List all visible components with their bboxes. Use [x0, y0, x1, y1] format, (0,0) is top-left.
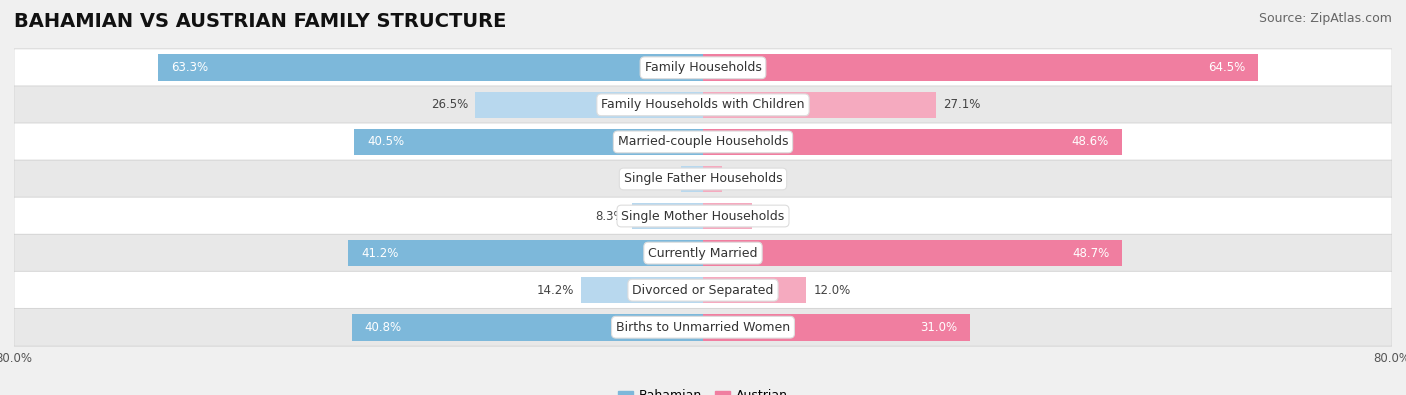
- Bar: [703, 277, 807, 303]
- Text: 40.5%: 40.5%: [367, 135, 405, 149]
- Text: 27.1%: 27.1%: [943, 98, 980, 111]
- Bar: [682, 166, 703, 192]
- FancyBboxPatch shape: [14, 271, 1392, 309]
- FancyBboxPatch shape: [14, 308, 1392, 346]
- Text: 5.7%: 5.7%: [759, 209, 789, 222]
- Text: 26.5%: 26.5%: [430, 98, 468, 111]
- Text: BAHAMIAN VS AUSTRIAN FAMILY STRUCTURE: BAHAMIAN VS AUSTRIAN FAMILY STRUCTURE: [14, 12, 506, 31]
- Text: 12.0%: 12.0%: [813, 284, 851, 297]
- Text: Births to Unmarried Women: Births to Unmarried Women: [616, 321, 790, 334]
- Bar: [157, 55, 703, 81]
- Bar: [352, 314, 703, 340]
- Text: Source: ZipAtlas.com: Source: ZipAtlas.com: [1258, 12, 1392, 25]
- Text: Currently Married: Currently Married: [648, 246, 758, 260]
- Text: Single Mother Households: Single Mother Households: [621, 209, 785, 222]
- Bar: [631, 203, 703, 229]
- Text: 14.2%: 14.2%: [537, 284, 574, 297]
- Text: 31.0%: 31.0%: [920, 321, 957, 334]
- Legend: Bahamian, Austrian: Bahamian, Austrian: [613, 384, 793, 395]
- FancyBboxPatch shape: [14, 49, 1392, 87]
- Text: Family Households: Family Households: [644, 61, 762, 74]
- Bar: [354, 128, 703, 155]
- Text: Married-couple Households: Married-couple Households: [617, 135, 789, 149]
- Text: 41.2%: 41.2%: [361, 246, 398, 260]
- Text: 48.7%: 48.7%: [1073, 246, 1109, 260]
- Bar: [581, 277, 703, 303]
- Text: 8.3%: 8.3%: [595, 209, 624, 222]
- FancyBboxPatch shape: [14, 234, 1392, 272]
- Bar: [703, 92, 936, 118]
- Bar: [703, 166, 721, 192]
- Text: 64.5%: 64.5%: [1208, 61, 1246, 74]
- Text: 63.3%: 63.3%: [170, 61, 208, 74]
- Text: 40.8%: 40.8%: [364, 321, 402, 334]
- Bar: [703, 240, 1122, 267]
- Bar: [703, 55, 1258, 81]
- Bar: [703, 128, 1122, 155]
- Text: 2.5%: 2.5%: [645, 173, 675, 186]
- Text: Single Father Households: Single Father Households: [624, 173, 782, 186]
- Text: Divorced or Separated: Divorced or Separated: [633, 284, 773, 297]
- Text: 2.2%: 2.2%: [728, 173, 759, 186]
- Bar: [349, 240, 703, 267]
- Bar: [703, 203, 752, 229]
- Text: 48.6%: 48.6%: [1071, 135, 1108, 149]
- Bar: [475, 92, 703, 118]
- FancyBboxPatch shape: [14, 160, 1392, 198]
- Text: Family Households with Children: Family Households with Children: [602, 98, 804, 111]
- FancyBboxPatch shape: [14, 123, 1392, 161]
- FancyBboxPatch shape: [14, 197, 1392, 235]
- FancyBboxPatch shape: [14, 86, 1392, 124]
- Bar: [703, 314, 970, 340]
